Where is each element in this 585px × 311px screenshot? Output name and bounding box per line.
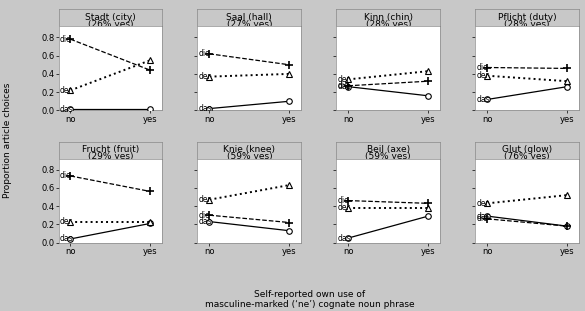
Text: das: das bbox=[338, 82, 352, 91]
Text: (59% yes): (59% yes) bbox=[226, 152, 272, 161]
Text: (29% yes): (29% yes) bbox=[88, 152, 133, 161]
Text: (27% yes): (27% yes) bbox=[226, 20, 272, 29]
Text: die: die bbox=[477, 214, 488, 223]
Text: (76% yes): (76% yes) bbox=[504, 152, 550, 161]
Text: der: der bbox=[60, 86, 73, 95]
Text: das: das bbox=[60, 234, 74, 244]
Text: Frucht (fruit): Frucht (fruit) bbox=[82, 145, 139, 154]
Text: der: der bbox=[338, 75, 351, 84]
Text: die: die bbox=[60, 171, 72, 180]
Text: Beil (axe): Beil (axe) bbox=[367, 145, 410, 154]
Text: das: das bbox=[477, 95, 491, 104]
Text: der: der bbox=[60, 217, 73, 226]
Text: Knie (knee): Knie (knee) bbox=[223, 145, 276, 154]
Text: das: das bbox=[477, 211, 491, 220]
Text: die: die bbox=[338, 196, 350, 205]
Text: das: das bbox=[338, 234, 352, 243]
Text: Pflicht (duty): Pflicht (duty) bbox=[498, 12, 556, 21]
Text: Self-reported own use of
masculine-marked (‘ne’) cognate noun phrase: Self-reported own use of masculine-marke… bbox=[205, 290, 415, 309]
Text: der: der bbox=[477, 71, 490, 80]
Text: (28% yes): (28% yes) bbox=[504, 20, 550, 29]
Text: (26% yes): (26% yes) bbox=[88, 20, 133, 29]
Text: der: der bbox=[199, 72, 212, 81]
Text: der: der bbox=[477, 199, 490, 208]
Text: (59% yes): (59% yes) bbox=[366, 152, 411, 161]
Text: Stadt (city): Stadt (city) bbox=[85, 12, 136, 21]
Text: die: die bbox=[338, 81, 350, 90]
Text: Proportion article choices: Proportion article choices bbox=[2, 82, 12, 197]
Text: die: die bbox=[60, 35, 72, 44]
Text: die: die bbox=[477, 63, 488, 72]
Text: Kinn (chin): Kinn (chin) bbox=[364, 12, 413, 21]
Text: Saal (hall): Saal (hall) bbox=[226, 12, 272, 21]
Text: Glut (glow): Glut (glow) bbox=[502, 145, 552, 154]
Text: das: das bbox=[199, 217, 213, 226]
Text: die: die bbox=[199, 49, 211, 58]
Text: der: der bbox=[338, 203, 351, 212]
Text: der: der bbox=[199, 195, 212, 204]
Text: das: das bbox=[60, 105, 74, 114]
Text: das: das bbox=[199, 104, 213, 113]
Text: die: die bbox=[199, 211, 211, 220]
Text: (28% yes): (28% yes) bbox=[366, 20, 411, 29]
